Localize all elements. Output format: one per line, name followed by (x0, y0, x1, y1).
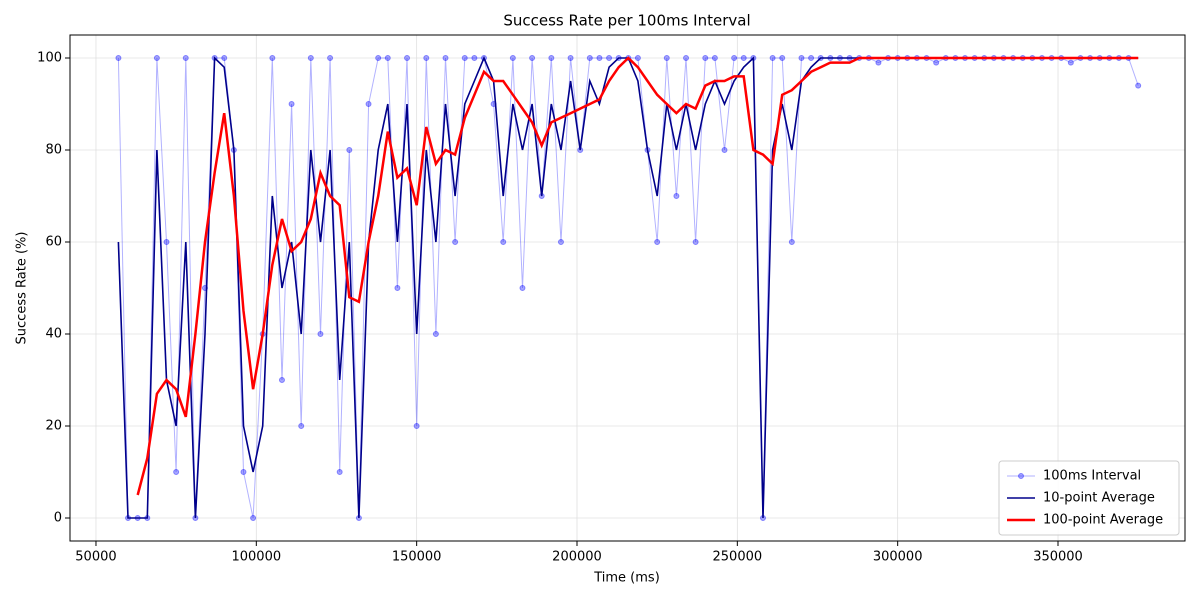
data-point (586, 55, 593, 61)
plot-frame (69, 34, 1186, 542)
data-point (548, 55, 555, 61)
data-point (711, 55, 718, 61)
data-point (375, 55, 382, 61)
data-point (875, 59, 882, 66)
data-point (153, 55, 160, 61)
legend-box (998, 460, 1180, 536)
x-tick-label: 200000 (552, 550, 602, 565)
data-point (394, 285, 401, 291)
data-point (278, 377, 285, 383)
data-point (663, 55, 670, 61)
x-tick-label: 150000 (392, 550, 442, 565)
data-point (442, 55, 449, 61)
data-point (163, 239, 170, 245)
data-point (933, 59, 940, 66)
data-point (788, 239, 795, 245)
x-tick-label: 350000 (1033, 550, 1083, 565)
data-point (596, 55, 603, 61)
data-point (808, 55, 815, 61)
y-tick-label: 80 (45, 143, 62, 158)
data-point (779, 55, 786, 61)
x-tick-label: 250000 (713, 550, 763, 565)
data-point (721, 147, 728, 153)
data-point (634, 55, 641, 61)
data-point (250, 515, 257, 521)
y-tick-label: 40 (45, 327, 62, 342)
data-point (1067, 59, 1074, 66)
data-point (452, 239, 459, 245)
data-point (240, 469, 247, 475)
legend-label: 100-point Average (1043, 513, 1163, 528)
data-point (529, 55, 536, 61)
x-axis-label: Time (ms) (593, 571, 660, 586)
data-point (423, 55, 430, 61)
data-point (1135, 82, 1142, 89)
legend-marker (1018, 473, 1024, 479)
data-point (471, 55, 478, 61)
data-point (683, 55, 690, 61)
x-tick-label: 300000 (873, 550, 923, 565)
plot (115, 55, 1142, 521)
series-line (136, 56, 1139, 496)
data-point (500, 239, 507, 245)
data-point (798, 55, 805, 61)
data-point (740, 55, 747, 61)
data-point (509, 55, 516, 61)
data-point (327, 55, 334, 61)
data-point (307, 55, 314, 61)
data-point (336, 469, 343, 475)
data-point (413, 423, 420, 429)
data-point (173, 469, 180, 475)
data-point (673, 193, 680, 199)
legend-label: 100ms Interval (1043, 469, 1141, 484)
x-tick-label: 50000 (75, 550, 116, 565)
y-tick-label: 60 (45, 235, 62, 250)
data-point (432, 331, 439, 337)
data-point (298, 423, 305, 429)
chart-title: Success Rate per 100ms Interval (503, 12, 750, 30)
data-point (115, 55, 122, 61)
data-point (769, 55, 776, 61)
y-tick-label: 0 (54, 511, 62, 526)
data-point (317, 331, 324, 337)
x-tick-label: 100000 (231, 550, 281, 565)
y-axis-label: Success Rate (%) (15, 232, 30, 345)
data-point (567, 55, 574, 61)
data-point (182, 55, 189, 61)
y-tick-label: 100 (37, 51, 62, 66)
data-point (288, 101, 295, 107)
data-point (654, 239, 661, 245)
data-point (404, 55, 411, 61)
data-point (692, 239, 699, 245)
legend-label: 10-point Average (1043, 491, 1155, 506)
data-point (702, 55, 709, 61)
data-point (519, 285, 526, 291)
data-point (731, 55, 738, 61)
data-point (269, 55, 276, 61)
data-point (346, 147, 353, 153)
y-tick-label: 20 (45, 419, 62, 434)
data-point (557, 239, 564, 245)
data-point (606, 55, 613, 61)
data-point (365, 101, 372, 107)
data-point (461, 55, 468, 61)
data-point (221, 55, 228, 61)
data-point (384, 55, 391, 61)
